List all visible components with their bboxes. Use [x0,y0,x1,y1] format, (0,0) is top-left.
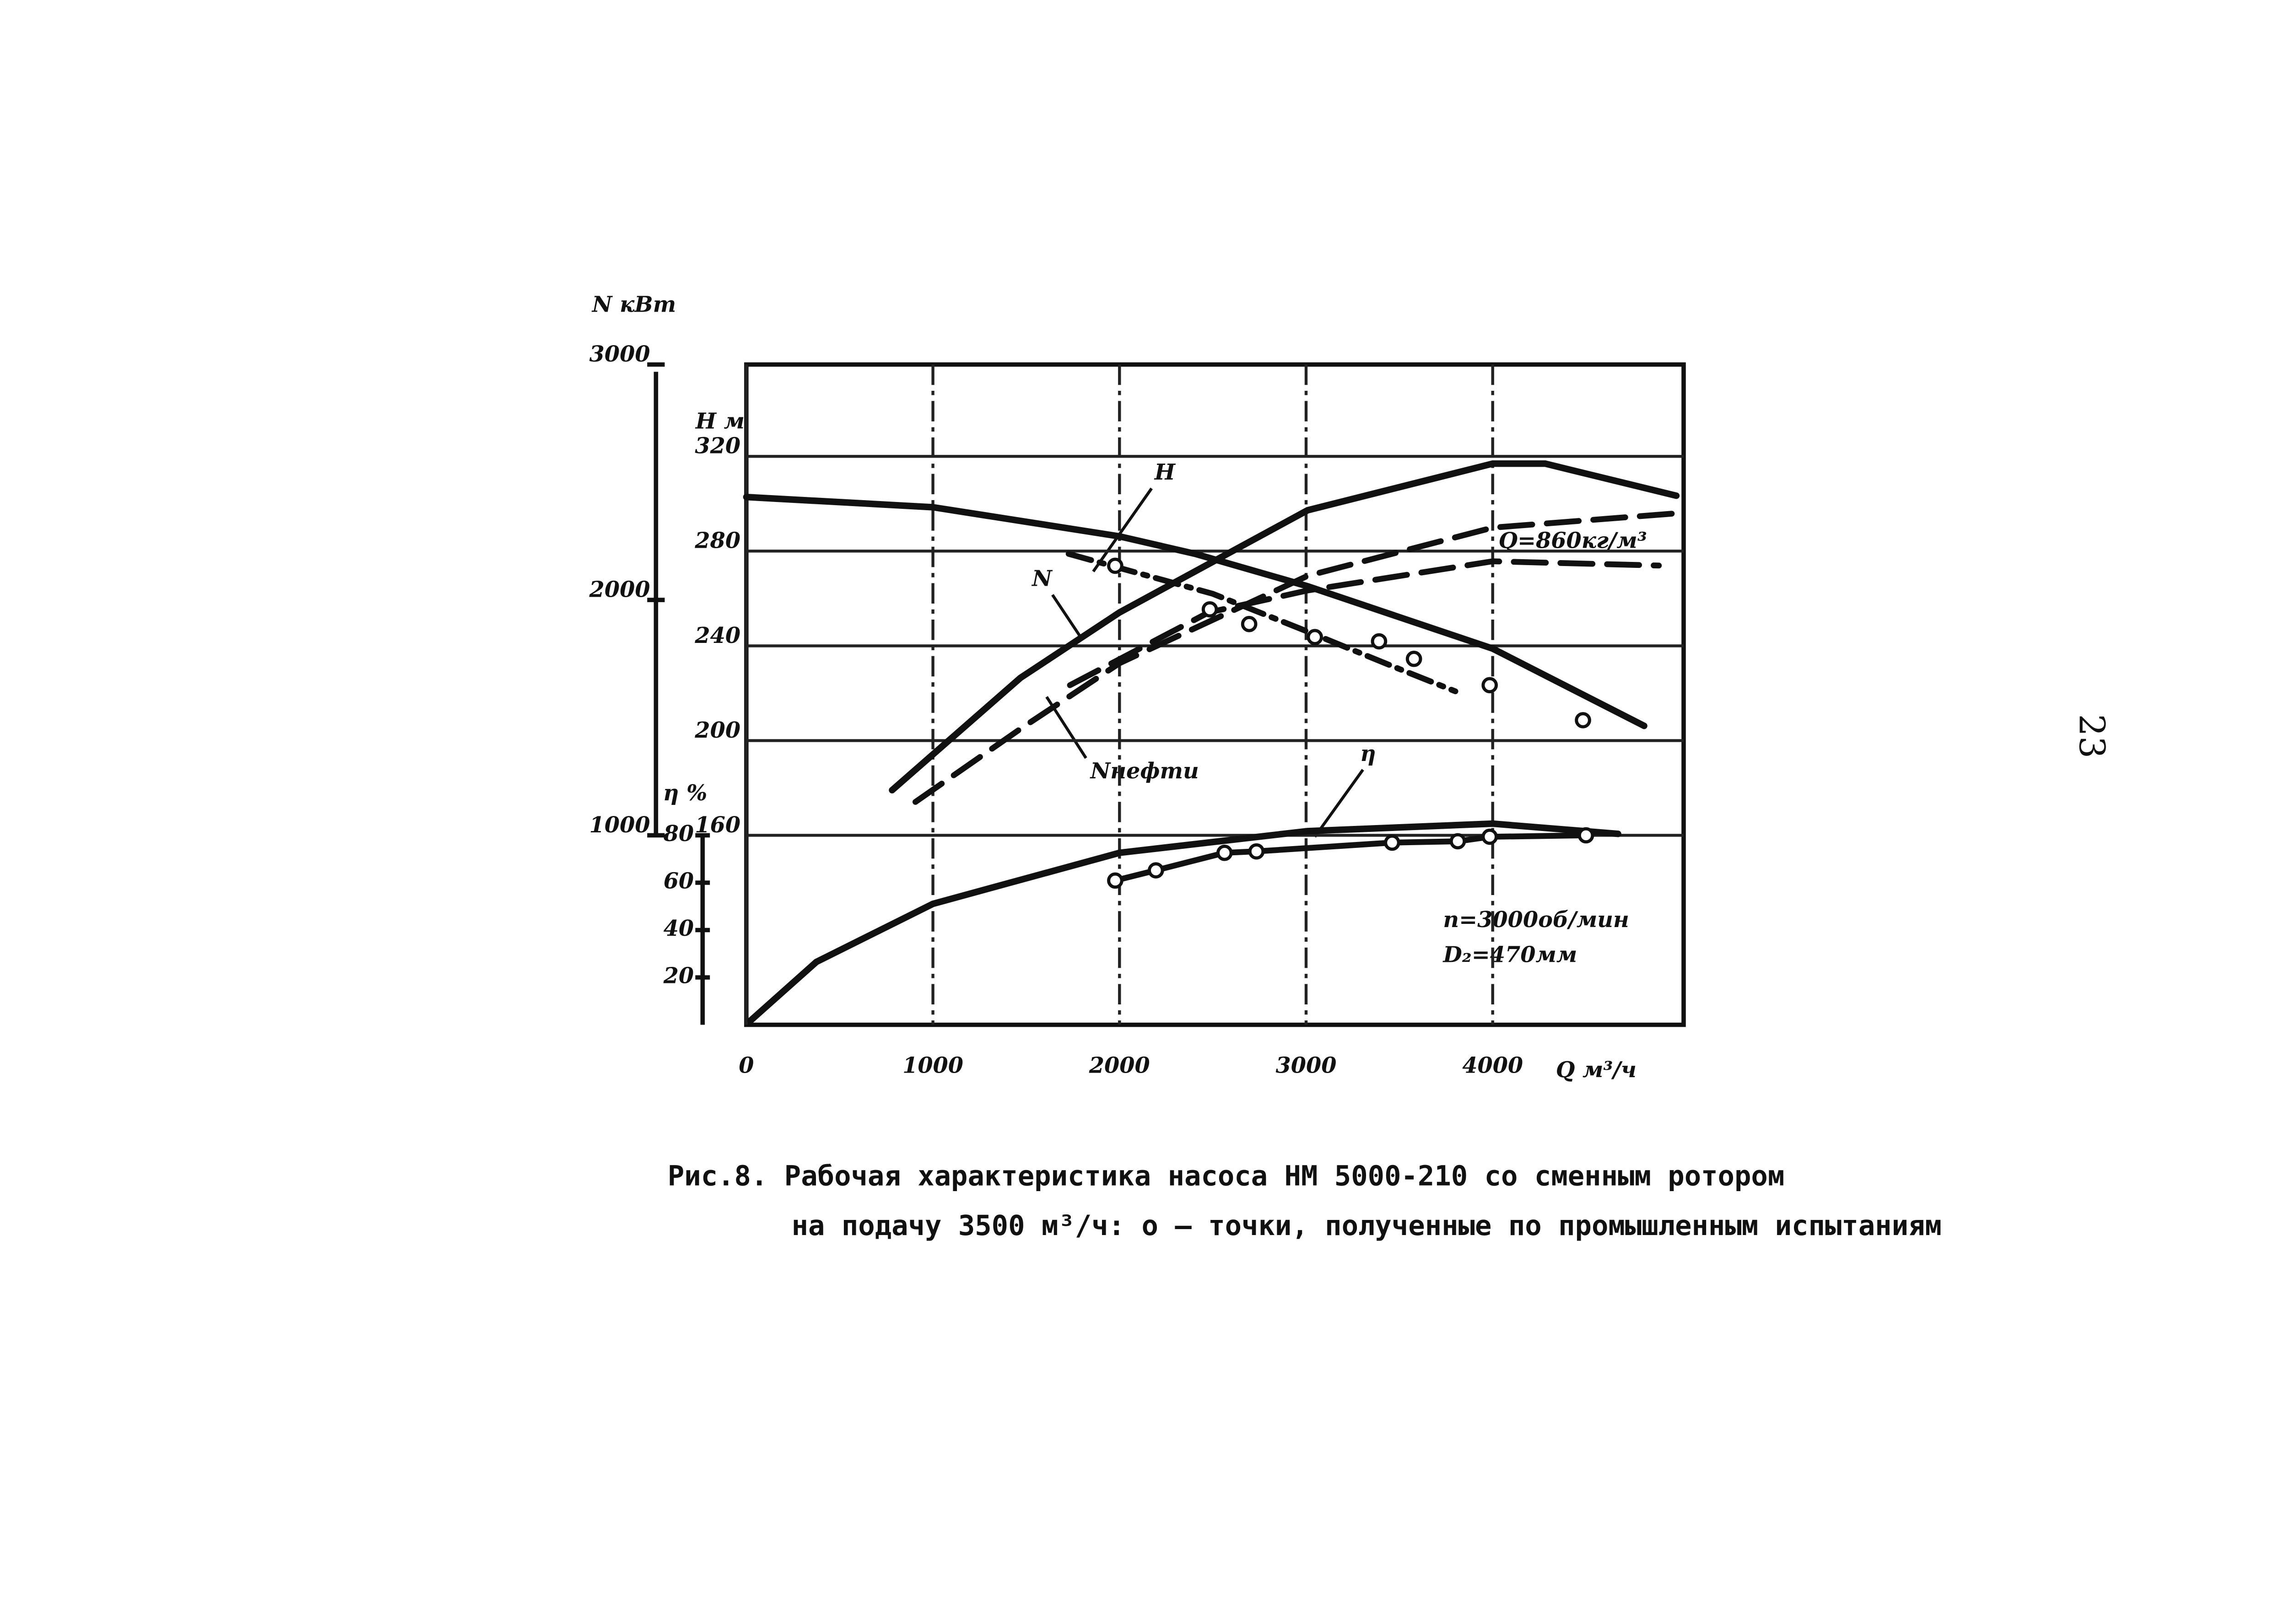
series-label: N [1031,566,1053,592]
data-point [1405,651,1422,667]
series-line [889,460,1680,793]
series-line [1067,558,1662,688]
series-line [912,510,1680,805]
data-point [1371,633,1388,650]
data-point [1107,872,1123,889]
x-tick-label: 2000 [1089,1052,1150,1078]
y3-axis-label: η % [663,780,708,806]
y-tick-label: 320 [695,433,740,459]
y3-tick-label: 20 [663,963,694,989]
y-tick-label: 200 [694,718,740,743]
data-point [1201,601,1218,618]
data-point [1216,844,1233,861]
y2-axis-label: N кВт [591,292,676,318]
x-tick-label: 1000 [902,1052,963,1078]
y2-tick-label: 3000 [589,341,650,367]
data-point [1384,834,1400,851]
data-point [1147,862,1164,879]
x-tick-label: 0 [739,1052,754,1078]
data-point [1449,833,1466,850]
y3-tick-label: 40 [664,916,694,941]
caption-line: Рис.8. Рабочая характеристика насоса НМ … [668,1160,1784,1192]
series-label: η [1360,741,1376,766]
x-tick-label: 4000 [1462,1052,1523,1078]
y-tick-label: 240 [694,623,740,648]
data-point [1575,712,1591,728]
data-point [1481,677,1498,694]
data-point [1577,827,1594,844]
data-point [1481,828,1498,845]
y3-tick-label: 80 [663,821,694,847]
x-axis-label: Q м³/ч [1556,1057,1637,1083]
leader-line [1313,769,1364,838]
data-point [1241,615,1258,632]
annotation: Q=860кг/м³ [1498,528,1647,554]
annotation: n=3000об/мин [1443,907,1629,933]
caption-line: на подачу 3500 м³/ч: о – точки, полученн… [792,1210,1942,1242]
page-number: 23 [2071,714,2112,758]
y3-tick-label: 60 [664,868,694,894]
data-point [1248,843,1265,860]
y-tick-label: 280 [694,528,740,554]
leader-line [1051,594,1083,640]
y2-tick-label: 2000 [589,577,650,602]
series-line [743,493,1647,729]
data-point [1107,557,1123,574]
x-tick-label: 3000 [1276,1052,1337,1078]
data-point [1307,629,1323,646]
y2-tick-label: 1000 [589,812,650,838]
series-label: H [1154,459,1176,485]
annotation: D₂=470мм [1442,942,1577,967]
series-line [1065,551,1458,695]
series-label: Nнефти [1090,758,1199,784]
leader-line [1092,487,1153,572]
y-axis-label: H м [695,409,745,434]
series-line [747,820,1621,1024]
